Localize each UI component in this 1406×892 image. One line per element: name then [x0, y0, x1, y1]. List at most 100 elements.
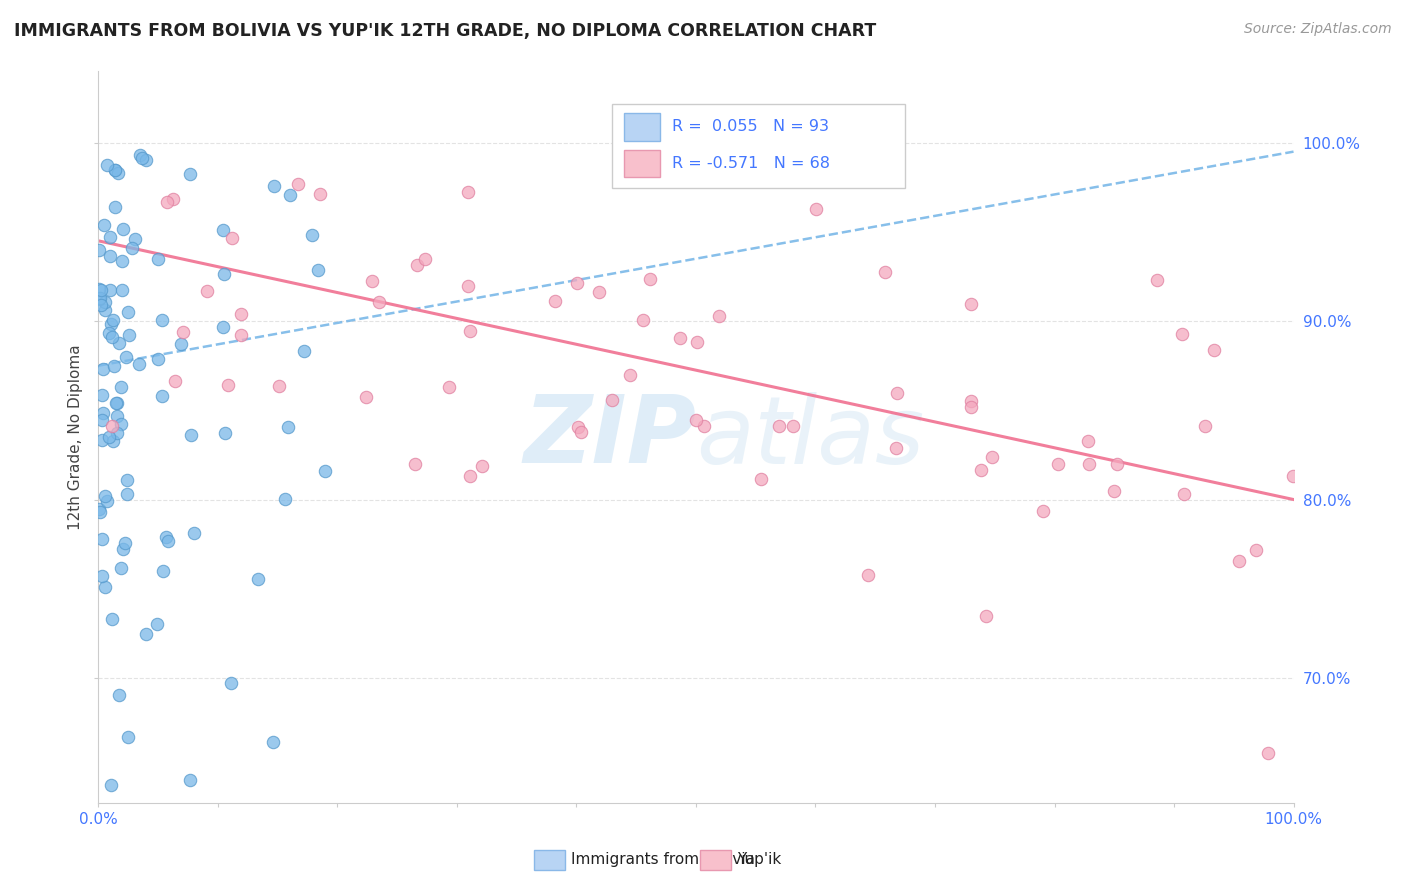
- Point: [457, 186, 479, 200]
- Point: [280, 188, 302, 202]
- Point: [108, 688, 131, 702]
- Point: [782, 419, 804, 434]
- Point: [100, 317, 122, 331]
- Point: [124, 232, 146, 246]
- Point: [406, 258, 429, 272]
- Point: [94, 302, 117, 317]
- Point: [749, 472, 772, 486]
- Point: [110, 561, 132, 575]
- Point: [107, 335, 129, 350]
- Point: [1229, 554, 1251, 568]
- Point: [150, 389, 173, 403]
- Point: [361, 274, 384, 288]
- Point: [104, 200, 127, 214]
- Point: [602, 392, 624, 407]
- Point: [179, 773, 201, 788]
- Y-axis label: 12th Grade, No Diploma: 12th Grade, No Diploma: [67, 344, 83, 530]
- Text: IMMIGRANTS FROM BOLIVIA VS YUP'IK 12TH GRADE, NO DIPLOMA CORRELATION CHART: IMMIGRANTS FROM BOLIVIA VS YUP'IK 12TH G…: [14, 22, 876, 40]
- Point: [1194, 419, 1216, 434]
- Point: [669, 331, 692, 345]
- Point: [163, 375, 186, 389]
- Point: [110, 379, 132, 393]
- Point: [100, 418, 122, 433]
- Point: [112, 541, 135, 556]
- Point: [231, 327, 253, 342]
- Point: [856, 568, 879, 582]
- Point: [100, 778, 122, 792]
- Point: [89, 282, 111, 296]
- Point: [170, 337, 193, 351]
- Point: [1046, 457, 1069, 471]
- Point: [150, 313, 173, 327]
- Point: [115, 350, 138, 364]
- Point: [152, 565, 174, 579]
- Point: [195, 284, 218, 298]
- Point: [172, 326, 194, 340]
- Point: [959, 400, 981, 414]
- Point: [1244, 543, 1267, 558]
- FancyBboxPatch shape: [624, 113, 661, 141]
- Point: [565, 276, 588, 290]
- Point: [104, 163, 127, 178]
- Point: [96, 158, 118, 172]
- Point: [90, 298, 112, 312]
- Point: [94, 294, 117, 309]
- Point: [162, 192, 184, 206]
- Point: [356, 390, 378, 404]
- Point: [91, 569, 114, 583]
- Point: [100, 230, 122, 244]
- Point: [873, 265, 896, 279]
- Point: [89, 291, 111, 305]
- Point: [121, 241, 143, 255]
- Point: [231, 307, 253, 321]
- Point: [135, 153, 157, 168]
- Point: [145, 616, 167, 631]
- Point: [458, 469, 481, 483]
- Point: [247, 572, 270, 586]
- Point: [105, 395, 128, 409]
- Text: R =  0.055   N = 93: R = 0.055 N = 93: [672, 120, 830, 135]
- Point: [115, 487, 138, 501]
- Point: [274, 492, 297, 507]
- Text: Yup'ik: Yup'ik: [737, 853, 780, 867]
- Point: [101, 330, 124, 344]
- Point: [1102, 484, 1125, 499]
- Text: ZIP: ZIP: [523, 391, 696, 483]
- Point: [135, 627, 157, 641]
- Point: [128, 357, 150, 371]
- Point: [884, 441, 907, 455]
- Point: [112, 221, 135, 235]
- Point: [267, 379, 290, 393]
- Point: [179, 167, 201, 181]
- Point: [117, 473, 139, 487]
- Point: [183, 525, 205, 540]
- Point: [263, 179, 285, 194]
- Point: [90, 413, 112, 427]
- Point: [111, 253, 134, 268]
- Point: [638, 272, 661, 286]
- Point: [1202, 343, 1225, 358]
- Point: [262, 735, 284, 749]
- Text: Source: ZipAtlas.com: Source: ZipAtlas.com: [1244, 22, 1392, 37]
- Point: [960, 297, 983, 311]
- Point: [631, 313, 654, 327]
- Point: [90, 388, 112, 402]
- Point: [211, 223, 233, 237]
- Point: [91, 362, 114, 376]
- Point: [292, 344, 315, 359]
- Point: [117, 730, 139, 744]
- Point: [156, 194, 179, 209]
- Point: [368, 295, 391, 310]
- Point: [107, 395, 129, 409]
- Point: [87, 502, 110, 516]
- Point: [569, 425, 592, 440]
- Point: [91, 532, 114, 546]
- Point: [969, 463, 991, 477]
- Point: [217, 378, 239, 392]
- Point: [103, 434, 125, 449]
- Point: [87, 243, 110, 257]
- Point: [567, 420, 589, 434]
- Point: [707, 309, 730, 323]
- Point: [91, 407, 114, 421]
- Point: [619, 368, 641, 383]
